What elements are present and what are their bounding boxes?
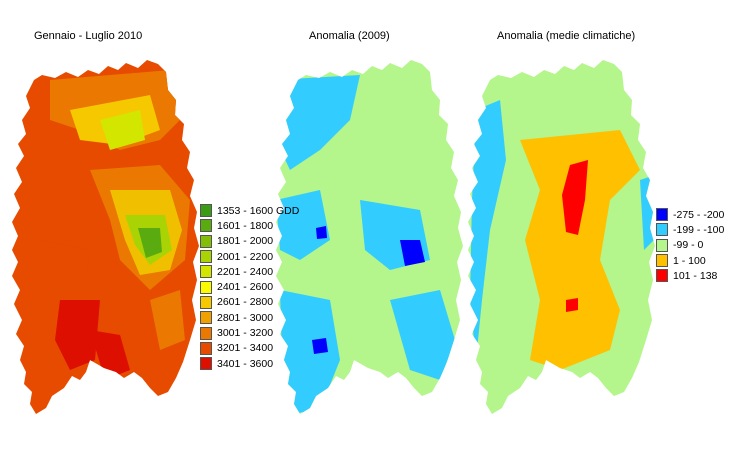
legend-swatch <box>200 295 212 309</box>
legend-item: 2401 - 2600 <box>200 279 299 294</box>
legend-swatch <box>656 223 668 237</box>
map-anomaly-climate <box>468 60 655 414</box>
map-anomaly-2009 <box>276 60 463 414</box>
panel-title-gdd: Gennaio - Luglio 2010 <box>34 30 143 42</box>
legend-swatch <box>656 238 668 252</box>
legend-label: -199 - -100 <box>673 223 725 236</box>
map-gdd <box>12 60 199 414</box>
legend-label: -275 - -200 <box>673 208 725 221</box>
legend-item: 2001 - 2200 <box>200 249 299 264</box>
legend-swatch <box>200 204 212 218</box>
legend-label: 3201 - 3400 <box>217 342 274 355</box>
legend-label: 2601 - 2800 <box>217 296 274 309</box>
legend-item: 1601 - 1800 <box>200 218 299 233</box>
legend-item: -199 - -100 <box>656 222 724 237</box>
legend-item: -275 - -200 <box>656 207 724 222</box>
legend-swatch <box>200 265 212 279</box>
legend-swatch <box>200 234 212 248</box>
legend-swatch <box>200 341 212 355</box>
legend-item: 1 - 100 <box>656 253 724 268</box>
legend-item: 2601 - 2800 <box>200 295 299 310</box>
legend-item: 3201 - 3400 <box>200 341 299 356</box>
legend-item: 3401 - 3600 <box>200 356 299 371</box>
panel-title-anomaly-2009: Anomalia (2009) <box>309 30 390 42</box>
legend-label: 2801 - 3000 <box>217 311 274 324</box>
legend-label: 2001 - 2200 <box>217 250 274 263</box>
legend-swatch <box>656 254 668 268</box>
legend-anomaly: -275 - -200 -199 - -100 -99 - 0 1 - 100 … <box>656 207 724 283</box>
legend-swatch <box>200 219 212 233</box>
legend-label: 2401 - 2600 <box>217 281 274 294</box>
legend-item: 2201 - 2400 <box>200 264 299 279</box>
legend-swatch <box>200 280 212 294</box>
legend-swatch <box>200 250 212 264</box>
legend-label: -99 - 0 <box>673 239 704 252</box>
legend-label: 1 - 100 <box>673 254 706 267</box>
legend-swatch <box>656 269 668 283</box>
legend-item: 1353 - 1600 GDD <box>200 203 299 218</box>
legend-item: -99 - 0 <box>656 238 724 253</box>
legend-swatch <box>200 326 212 340</box>
legend-label: 1601 - 1800 <box>217 219 274 232</box>
legend-swatch <box>200 311 212 325</box>
legend-label: 101 - 138 <box>673 269 718 282</box>
legend-item: 101 - 138 <box>656 268 724 283</box>
legend-label: 1801 - 2000 <box>217 235 274 248</box>
legend-item: 1801 - 2000 <box>200 234 299 249</box>
legend-item: 2801 - 3000 <box>200 310 299 325</box>
legend-label: 1353 - 1600 GDD <box>217 204 300 217</box>
legend-label: 3401 - 3600 <box>217 357 274 370</box>
legend-gdd: 1353 - 1600 GDD 1601 - 1800 1801 - 2000 … <box>200 203 299 371</box>
legend-swatch <box>656 208 668 222</box>
legend-swatch <box>200 357 212 371</box>
legend-label: 2201 - 2400 <box>217 265 274 278</box>
legend-label: 3001 - 3200 <box>217 327 274 340</box>
legend-item: 3001 - 3200 <box>200 325 299 340</box>
panel-title-anomaly-climate: Anomalia (medie climatiche) <box>497 30 636 42</box>
